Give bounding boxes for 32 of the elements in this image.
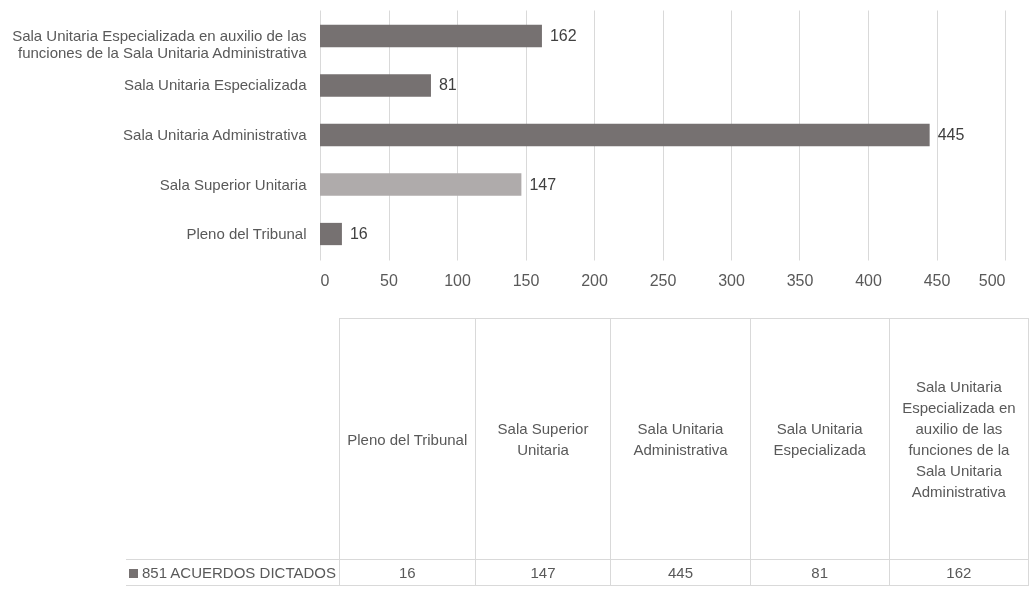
- category-label: Sala Unitaria Especializada en auxilio de las funciones de la Sala Unitaria Administrativa: [902, 378, 1016, 500]
- y-tick-label: Sala Unitaria Especializada en auxilio de las funciones de la Sala Unitaria Administrativa: [12, 26, 308, 61]
- x-tick-label: 300: [718, 271, 745, 289]
- x-tick-label: 150: [512, 271, 540, 289]
- data-label: 147: [529, 175, 557, 193]
- category-label: Sala Superior Unitaria: [497, 420, 589, 458]
- x-tick-label: 200: [581, 271, 608, 289]
- x-tick-label: 250: [649, 271, 677, 289]
- x-tick-label: 100: [444, 271, 471, 289]
- y-tick-label: Sala Unitaria Administrativa: [123, 126, 308, 143]
- x-tick-label: 450: [923, 271, 951, 289]
- y-tick-label: Sala Unitaria Especializada: [123, 76, 308, 94]
- text: 147: [475, 559, 611, 586]
- data-label: 16: [349, 225, 368, 243]
- data-label: 81: [438, 76, 457, 94]
- text: 16: [339, 559, 476, 586]
- legend-label: 851 ACUERDOS DICTADOS: [142, 564, 336, 581]
- x-tick-label: 50: [380, 271, 398, 289]
- x-tick-label: 500: [978, 271, 1006, 289]
- y-tick-label: Pleno del Tribunal: [186, 225, 307, 243]
- data-label: 162: [549, 26, 577, 44]
- text: 81: [750, 559, 890, 586]
- x-tick-label: 350: [786, 271, 814, 289]
- category-label: Sala Unitaria Administrativa: [633, 420, 728, 458]
- category-label: Sala Unitaria Especializada: [773, 420, 866, 458]
- category-label: Pleno del Tribunal: [347, 430, 468, 448]
- text: 162: [889, 559, 1029, 586]
- text: 445: [610, 559, 751, 586]
- x-tick-label: 0: [320, 271, 330, 289]
- y-tick-label: Sala Superior Unitaria: [159, 175, 308, 193]
- data-label: 445: [937, 126, 965, 143]
- x-tick-label: 400: [855, 271, 882, 289]
